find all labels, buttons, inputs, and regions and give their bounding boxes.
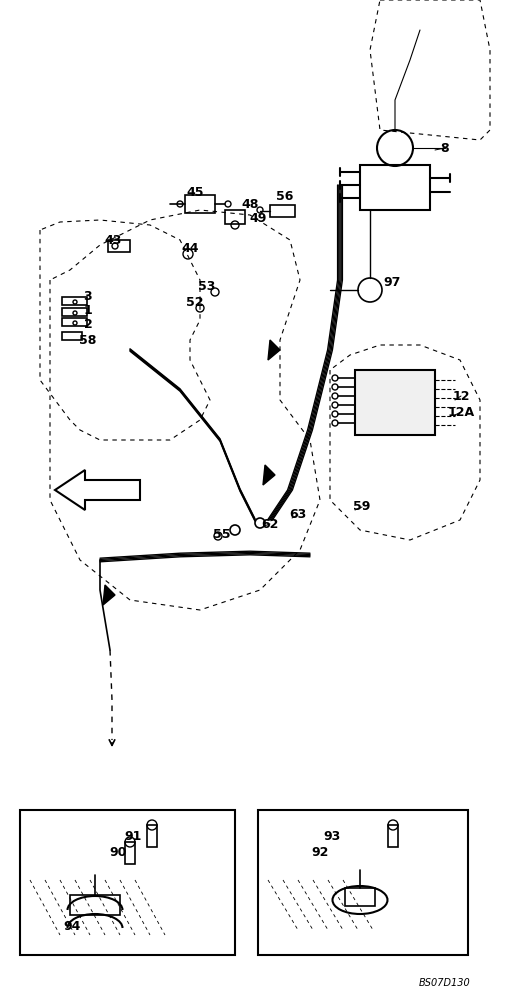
Text: 48: 48 bbox=[242, 198, 259, 211]
Bar bbox=[62, 318, 87, 326]
Bar bbox=[62, 332, 82, 340]
Bar bbox=[62, 308, 87, 316]
Text: 12: 12 bbox=[452, 389, 470, 402]
Bar bbox=[225, 210, 245, 224]
Text: 45: 45 bbox=[186, 186, 204, 200]
Bar bbox=[108, 240, 130, 252]
Polygon shape bbox=[103, 585, 115, 605]
Text: 43: 43 bbox=[104, 233, 122, 246]
Text: 44: 44 bbox=[181, 241, 199, 254]
Bar bbox=[20, 810, 235, 955]
Bar bbox=[345, 888, 375, 906]
Text: 63: 63 bbox=[289, 508, 307, 522]
Bar bbox=[360, 165, 430, 210]
Text: 3: 3 bbox=[84, 290, 92, 304]
Text: 2: 2 bbox=[84, 318, 92, 332]
Text: 59: 59 bbox=[353, 500, 370, 514]
Bar bbox=[388, 825, 398, 847]
Text: 62: 62 bbox=[261, 518, 279, 530]
Bar bbox=[125, 842, 135, 864]
Text: 97: 97 bbox=[384, 276, 401, 290]
Polygon shape bbox=[268, 340, 280, 360]
Bar bbox=[147, 825, 157, 847]
Text: 58: 58 bbox=[79, 334, 97, 347]
Text: BS07D130: BS07D130 bbox=[418, 978, 470, 988]
Text: 53: 53 bbox=[198, 279, 216, 292]
Polygon shape bbox=[263, 465, 275, 485]
Bar bbox=[62, 297, 87, 305]
Text: 8: 8 bbox=[441, 141, 449, 154]
Text: 52: 52 bbox=[186, 296, 204, 310]
Text: 56: 56 bbox=[276, 190, 293, 204]
Text: 91: 91 bbox=[124, 830, 141, 844]
Text: 55: 55 bbox=[213, 528, 231, 542]
Bar bbox=[270, 205, 295, 217]
Bar bbox=[70, 895, 120, 915]
Text: 12A: 12A bbox=[447, 406, 475, 418]
Text: 1: 1 bbox=[84, 304, 92, 318]
Bar bbox=[355, 370, 435, 435]
Text: 49: 49 bbox=[249, 212, 267, 225]
Text: 92: 92 bbox=[311, 846, 329, 859]
Text: 90: 90 bbox=[110, 846, 127, 859]
Polygon shape bbox=[55, 470, 140, 510]
Bar bbox=[258, 810, 468, 955]
Bar bbox=[185, 195, 215, 213]
Text: 93: 93 bbox=[323, 830, 341, 844]
Text: 94: 94 bbox=[63, 920, 81, 934]
